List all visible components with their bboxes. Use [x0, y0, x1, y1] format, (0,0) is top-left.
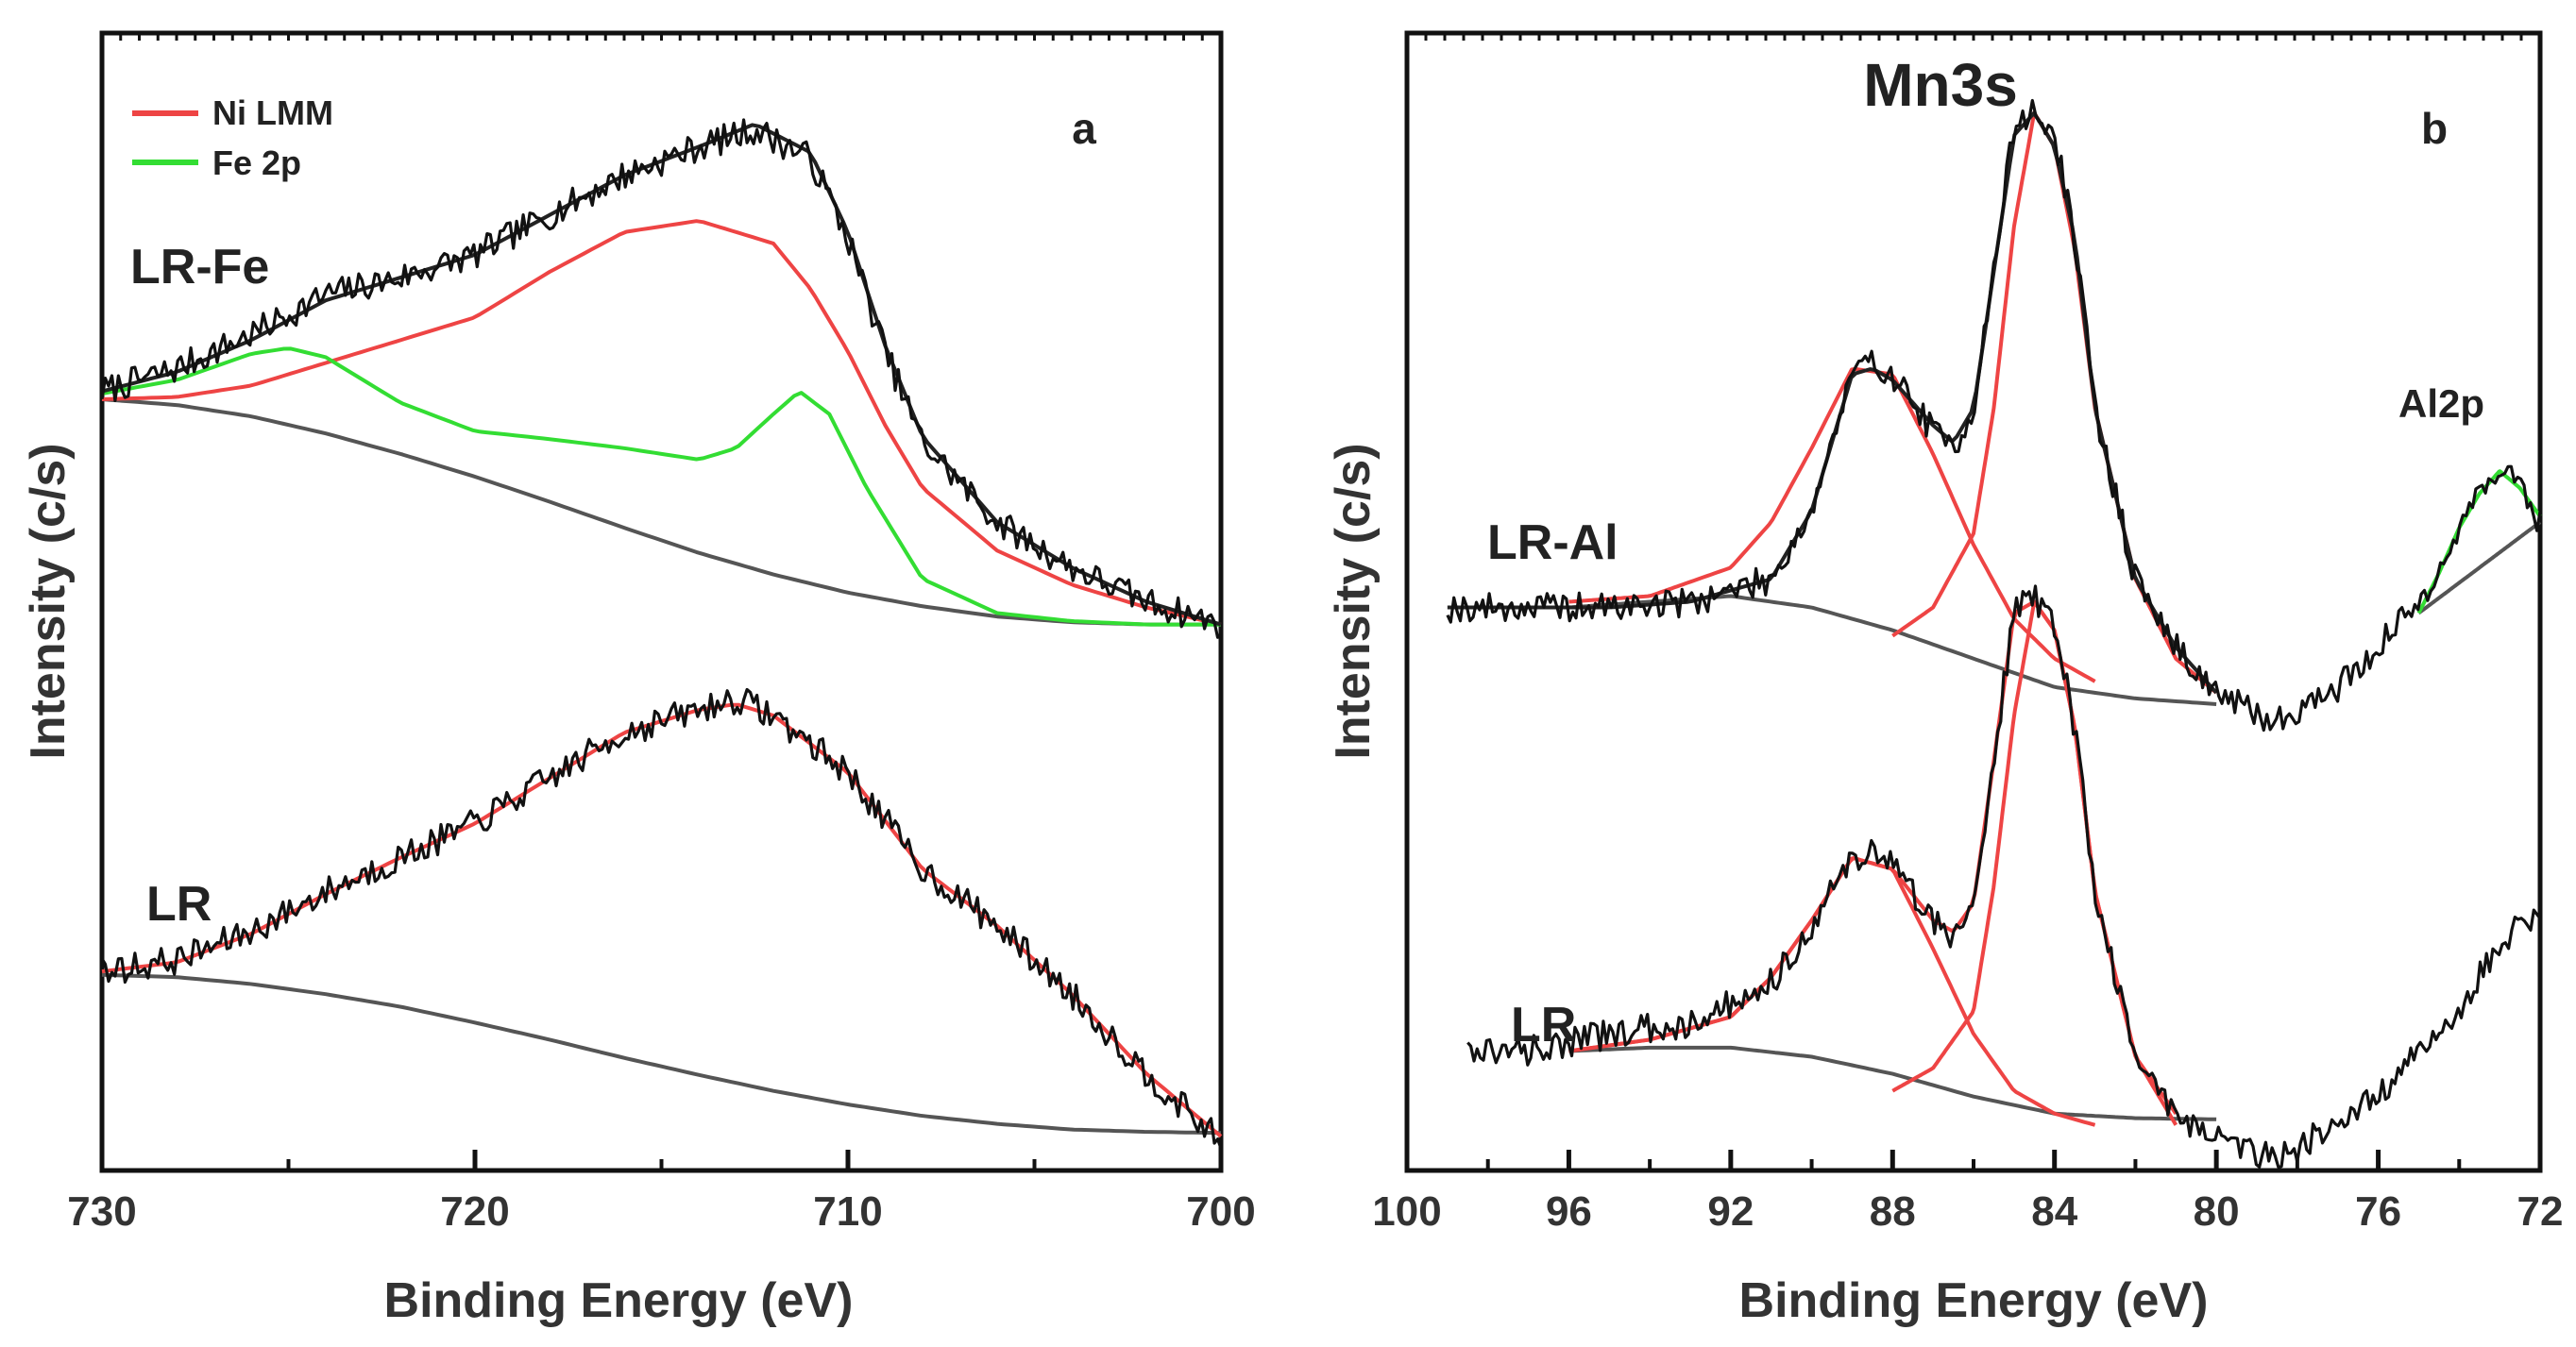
panel-b-x-tick-label: 76	[2355, 1188, 2401, 1235]
panel-b-letter: b	[2421, 104, 2448, 153]
panel-b-series-lr-al-peak-2	[1891, 110, 2218, 695]
panel-a-letter: a	[1072, 104, 1096, 153]
panel-b-sample-label-lr: LR	[1511, 998, 1576, 1052]
panel-b-series-lr-fit	[1568, 601, 2178, 1115]
panel-b: 100 96 92 88 84 80 76 72 Binding Energy (eV) In…	[1326, 30, 2563, 1328]
panel-b-x-tick-label: 92	[1707, 1188, 1754, 1235]
panel-a-series-lr-data	[100, 687, 1223, 1149]
panel-b-x-tick-label: 100	[1372, 1188, 1441, 1235]
panel-a-series	[100, 118, 1223, 1149]
panel-a-x-tick-label: 700	[1186, 1188, 1255, 1235]
panel-b-annotation-al2p: Al2p	[2398, 381, 2484, 426]
panel-a-sample-label-lr: LR	[146, 877, 212, 932]
panel-a-frame	[99, 30, 1224, 1173]
panel-a-ticks	[99, 33, 1224, 1170]
panel-b-tick-labels: 100 96 92 88 84 80 76 72	[1372, 1188, 2563, 1235]
panel-b-x-tick-label: 88	[1870, 1188, 1916, 1235]
panel-b-series	[1446, 98, 2542, 1169]
panel-a-series-fe-2p	[101, 346, 1221, 627]
panel-a-series-lr-background	[101, 972, 1222, 1136]
panel-b-series-lr-data	[1466, 584, 2542, 1169]
panel-a-sample-label-lr-fe: LR-Fe	[130, 240, 269, 295]
panel-b-series-lr-al-peak-1	[1568, 366, 2096, 683]
panel-b-series-lr-peak-1	[1568, 856, 2096, 1127]
panel-a-series-lr-fe-data	[100, 118, 1222, 639]
panel-a: 730 720 710 700 Binding Energy (eV) Intensi…	[21, 30, 1256, 1328]
panel-a-x-tick-label: 720	[440, 1188, 509, 1235]
panel-b-y-axis-label: Intensity (c/s)	[1326, 443, 1381, 759]
panel-b-x-tick-label: 96	[1546, 1188, 1592, 1235]
panel-b-series-lr-background	[1568, 1045, 2217, 1121]
panel-a-series-ni-lmm	[101, 219, 1222, 627]
panel-a-x-tick-label: 710	[813, 1188, 882, 1235]
panel-a-series-lr-fe-background	[101, 397, 1221, 627]
panel-b-sample-label-lr-al: LR-Al	[1487, 515, 1618, 570]
panel-a-series-lr-fe-fit	[101, 123, 1222, 627]
panel-a-x-axis-label: Binding Energy (eV)	[384, 1273, 854, 1328]
panel-b-title: Mn3s	[1863, 51, 2018, 119]
panel-a-legend: Ni LMM Fe 2p	[132, 93, 333, 182]
panel-a-x-tick-label: 730	[67, 1188, 136, 1235]
panel-b-x-tick-label: 72	[2517, 1188, 2564, 1235]
panel-b-x-tick-label: 80	[2194, 1188, 2240, 1235]
panel-a-y-axis-label: Intensity (c/s)	[21, 443, 76, 759]
panel-b-ticks	[1404, 33, 2543, 1170]
panel-a-tick-labels: 730 720 710 700	[67, 1188, 1255, 1235]
panel-b-series-lr-al-background	[1447, 594, 2217, 706]
panel-b-series-al2p	[2416, 469, 2542, 615]
panel-b-series-lr-al-al2p-background	[2417, 520, 2542, 615]
legend-label-ni-lmm: Ni LMM	[212, 93, 333, 132]
panel-b-series-lr-al-data	[1446, 98, 2542, 732]
panel-b-x-axis-label: Binding Energy (eV)	[1739, 1273, 2209, 1328]
panel-b-x-tick-label: 84	[2031, 1188, 2077, 1235]
legend-label-fe-2p: Fe 2p	[212, 143, 301, 182]
